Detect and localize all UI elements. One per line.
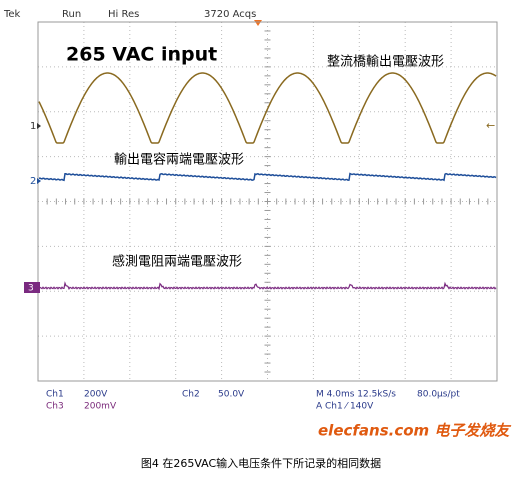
status: 50.0V (218, 390, 245, 400)
caption: 图4 在265VAC输入电压条件下所记录的相同数据 (141, 456, 381, 470)
status: 200mV (84, 402, 117, 412)
status: Ch2 (182, 390, 200, 400)
status: Ch1 (46, 390, 64, 400)
channel-marker: 2 (30, 176, 36, 187)
channel-marker: 1 (30, 121, 36, 132)
annotation: 感測電阻兩端電壓波形 (112, 254, 242, 270)
run-state: Run (62, 9, 81, 20)
annotation: 整流橋輸出電壓波形 (327, 55, 444, 70)
acq-mode: Hi Res (108, 9, 139, 20)
status: 80.0µs/pt (417, 390, 460, 400)
ch2-waveform (38, 172, 497, 182)
frame (37, 21, 498, 382)
right-arrow: ← (486, 119, 495, 132)
brand: Tek (3, 9, 21, 20)
status: Ch3 (46, 402, 64, 412)
annotation: 輸出電容兩端電壓波形 (114, 152, 244, 168)
marker-arrow (37, 178, 41, 184)
trigger-marker (254, 20, 262, 26)
acq-count: 3720 Acqs (204, 9, 256, 20)
status: 200V (84, 390, 108, 400)
status: A Ch1 ⁄ 140V (316, 402, 374, 412)
ch1-waveform (38, 72, 497, 144)
channel-marker: 3 (28, 284, 34, 294)
annotation: 265 VAC input (66, 44, 217, 66)
ch3-waveform (38, 281, 497, 291)
status: M 4.0ms 12.5kS/s (316, 390, 396, 400)
graticule (37, 21, 497, 381)
ch3-marker-box (24, 282, 40, 293)
watermark: elecfans.com 电子发烧友 (318, 422, 511, 440)
marker-arrow (37, 123, 41, 129)
